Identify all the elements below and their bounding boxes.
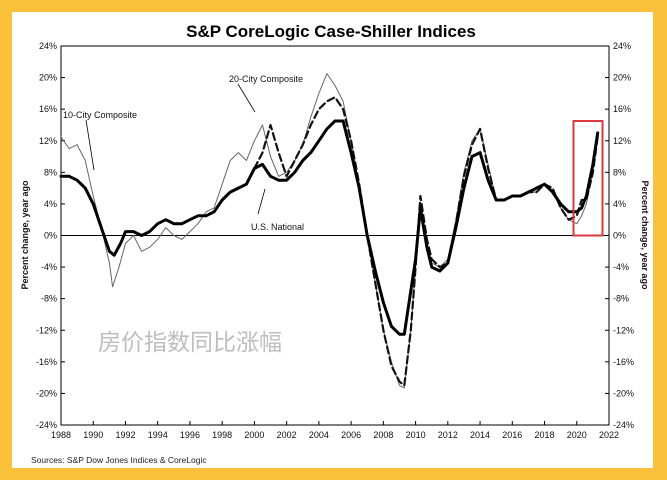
x-tick-label: 2020 — [567, 430, 587, 440]
x-tick-label: 1988 — [51, 430, 71, 440]
y-tick-label-right: -4% — [613, 262, 629, 272]
series-line-u-s-national — [59, 119, 600, 336]
x-tick-label: 1992 — [115, 430, 135, 440]
x-tick-label: 2000 — [244, 430, 264, 440]
annotation-us-national: U.S. National — [251, 188, 304, 232]
chart-title: S&P CoreLogic Case-Shiller Indices — [186, 22, 476, 41]
y-tick-label-left: 20% — [39, 73, 57, 83]
x-tick-label: 2022 — [599, 430, 619, 440]
x-tick-label: 2018 — [535, 430, 555, 440]
source-note: Sources: S&P Dow Jones Indices & CoreLog… — [31, 455, 207, 465]
highlight-box — [572, 120, 604, 237]
y-tick-label-right: 0% — [613, 231, 626, 241]
y-tick-label-right: 12% — [613, 136, 631, 146]
annotation-20-city: 20-City Composite — [229, 74, 303, 113]
y-tick-label-right: -16% — [613, 357, 634, 367]
series-layer — [59, 73, 600, 389]
y-tick-label-left: 16% — [39, 104, 57, 114]
x-tick-label: 1996 — [180, 430, 200, 440]
annotation-10-city: 10-City Composite — [63, 110, 137, 171]
annotation-us-national-leader — [257, 188, 266, 215]
x-tick-label: 2002 — [277, 430, 297, 440]
y-tick-label-left: 0% — [44, 231, 57, 241]
annotation-us-national-label: U.S. National — [251, 222, 304, 232]
annotation-20-city-label: 20-City Composite — [229, 74, 303, 84]
y-tick-label-left: -4% — [41, 262, 57, 272]
x-tick-label: 2014 — [470, 430, 490, 440]
y-tick-label-left: 24% — [39, 41, 57, 51]
y-tick-label-right: 20% — [613, 73, 631, 83]
x-tick-label: 1998 — [212, 430, 232, 440]
y-tick-label-right: -12% — [613, 325, 634, 335]
right-y-axis: 24% 20% 16% 12% 8% 4% 0% -4% -8% -12% -16% -20% -24% — [605, 41, 634, 430]
x-tick-label: 2004 — [309, 430, 329, 440]
y-tick-label-left: 8% — [44, 167, 57, 177]
y-tick-label-right: 4% — [613, 199, 626, 209]
chart-panel — [12, 12, 653, 468]
y-tick-label-left: -24% — [36, 420, 57, 430]
right-y-axis-label: Percent change, year ago — [640, 180, 650, 290]
x-tick-label: 2010 — [406, 430, 426, 440]
y-tick-label-right: -24% — [613, 420, 634, 430]
y-tick-label-left: 12% — [39, 136, 57, 146]
y-tick-label-left: 4% — [44, 199, 57, 209]
y-tick-label-left: -20% — [36, 388, 57, 398]
x-tick-label: 2006 — [341, 430, 361, 440]
annotation-20-city-leader — [237, 83, 256, 113]
x-tick-label: 2016 — [502, 430, 522, 440]
y-tick-label-right: -8% — [613, 294, 629, 304]
y-tick-label-right: -20% — [613, 388, 634, 398]
x-tick-label: 2008 — [373, 430, 393, 440]
y-tick-label-left: -8% — [41, 294, 57, 304]
annotation-10-city-label: 10-City Composite — [63, 110, 137, 120]
x-tick-label: 1994 — [148, 430, 168, 440]
annotation-10-city-leader — [85, 119, 95, 171]
y-tick-label-left: -12% — [36, 325, 57, 335]
y-tick-label-right: 24% — [613, 41, 631, 51]
y-tick-label-right: 16% — [613, 104, 631, 114]
watermark: 房价指数同比涨幅 — [98, 330, 282, 356]
x-axis: 1988 1990 1992 1994 1996 1998 2000 2002 2004 2006… — [51, 421, 619, 440]
x-tick-label: 2012 — [438, 430, 458, 440]
y-tick-label-left: -16% — [36, 357, 57, 367]
y-tick-label-right: 8% — [613, 167, 626, 177]
left-y-axis-label: Percent change, year ago — [20, 180, 30, 290]
x-tick-label: 1990 — [83, 430, 103, 440]
